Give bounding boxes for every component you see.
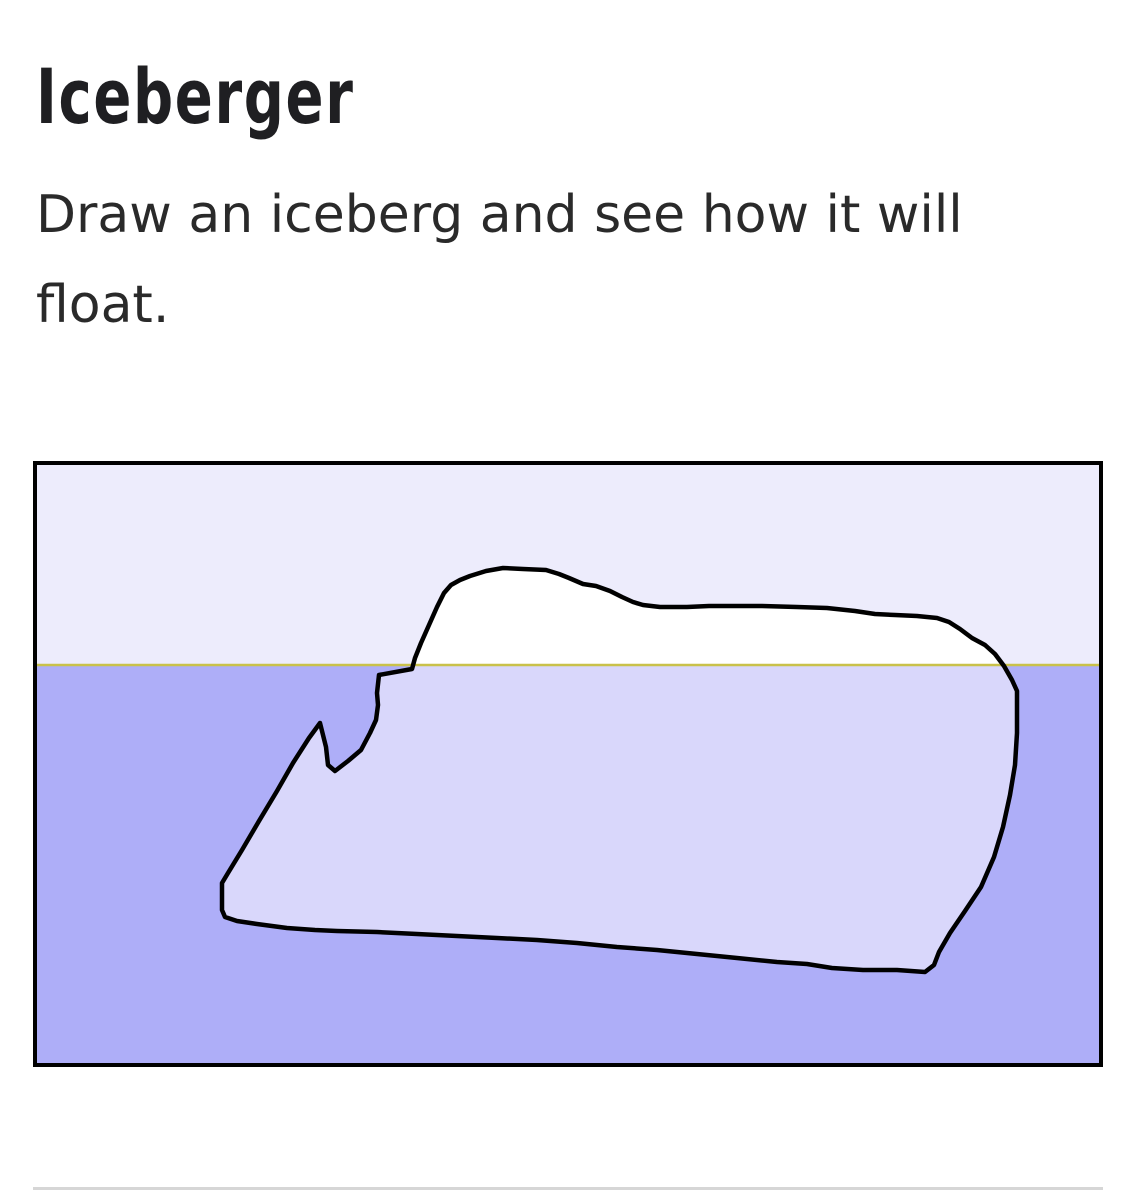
page-title: Iceberger (36, 52, 355, 141)
iceberg-drawing-canvas[interactable] (33, 461, 1103, 1067)
simulation-svg[interactable] (37, 465, 1099, 1063)
page-description: Draw an iceberg and see how it will floa… (36, 185, 963, 335)
iceberg-outline[interactable] (219, 565, 1020, 975)
bottom-divider (33, 1187, 1103, 1190)
